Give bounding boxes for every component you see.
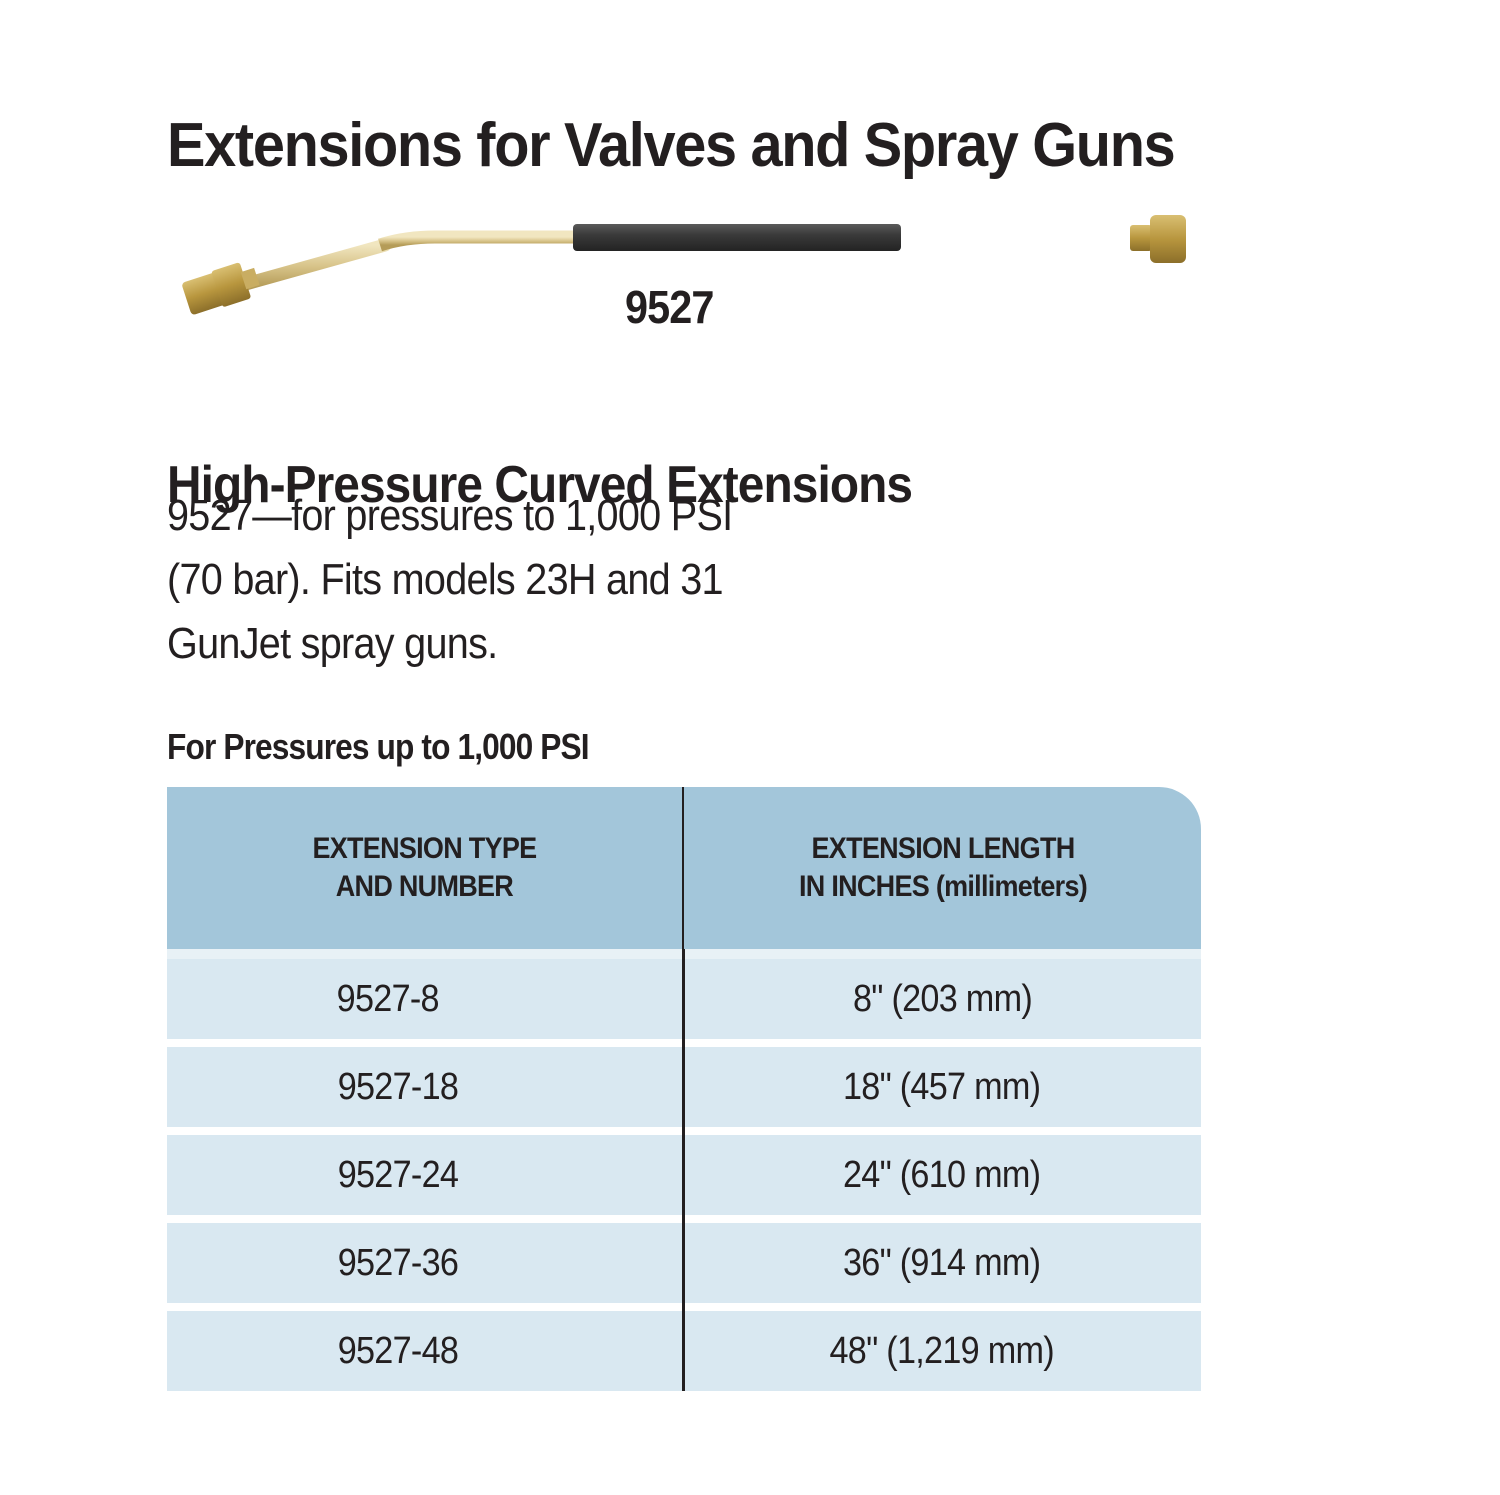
cell-extension-number: 9527-24: [337, 1153, 459, 1196]
cell-extension-number: 9527-8: [336, 977, 440, 1020]
header-line: AND NUMBER: [335, 870, 514, 903]
header-line: EXTENSION TYPE: [312, 832, 537, 865]
header-line: IN INCHES (millimeters): [798, 870, 1088, 903]
column-header-extension-number: EXTENSION TYPE AND NUMBER: [167, 787, 682, 949]
cell-extension-number: 9527-48: [337, 1329, 459, 1372]
column-divider: [682, 949, 685, 1391]
table-caption: For Pressures up to 1,000 PSI: [167, 726, 590, 767]
cell-extension-length: 48" (1,219 mm): [829, 1329, 1055, 1372]
header-line: EXTENSION LENGTH: [811, 832, 1075, 865]
description-line: 9527—for pressures to 1,000 PSI: [167, 491, 733, 540]
cell-extension-number: 9527-36: [337, 1241, 459, 1284]
table-header: EXTENSION TYPE AND NUMBER EXTENSION LENG…: [167, 787, 1201, 949]
description-line: GunJet spray guns.: [167, 619, 498, 668]
column-header-extension-length: EXTENSION LENGTH IN INCHES (millimeters): [684, 787, 1201, 949]
cell-extension-length: 8" (203 mm): [852, 977, 1032, 1020]
product-description: 9527—for pressures to 1,000 PSI (70 bar)…: [167, 484, 733, 676]
spray-gun-extension-image: [175, 205, 1205, 325]
cell-extension-number: 9527-18: [337, 1065, 459, 1108]
description-line: (70 bar). Fits models 23H and 31: [167, 555, 724, 604]
cell-extension-length: 18" (457 mm): [843, 1065, 1041, 1108]
page-title: Extensions for Valves and Spray Guns: [167, 110, 1176, 180]
cell-extension-length: 36" (914 mm): [843, 1241, 1041, 1284]
product-number-caption: 9527: [625, 281, 714, 333]
cell-extension-length: 24" (610 mm): [843, 1153, 1041, 1196]
section-title: High-Pressure Curved Extensions: [167, 456, 913, 515]
column-divider: [681, 787, 685, 949]
table-body: 9527-8 8" (203 mm) 9527-18 18" (457 mm) …: [167, 949, 1201, 1391]
extension-spec-table: EXTENSION TYPE AND NUMBER EXTENSION LENG…: [167, 787, 1201, 1391]
